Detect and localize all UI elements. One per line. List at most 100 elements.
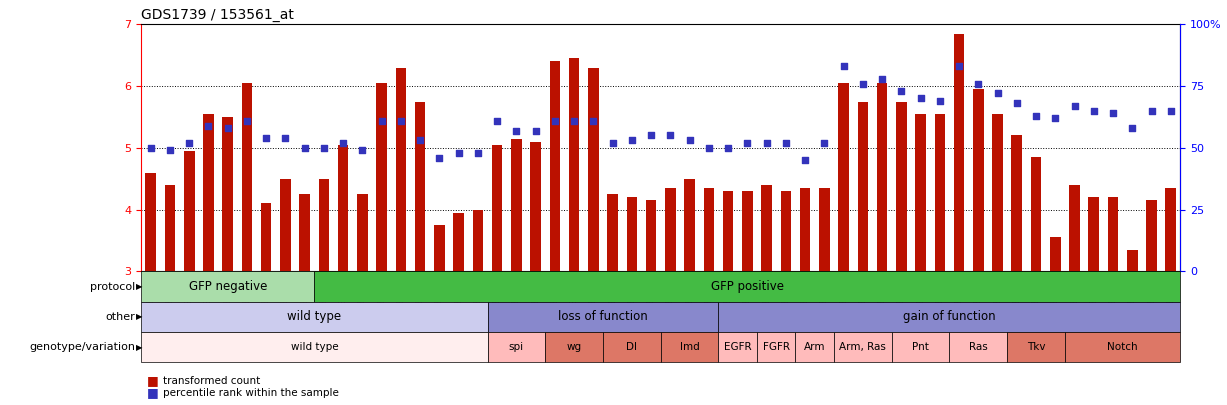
Point — [429, 154, 449, 161]
Bar — [761, 185, 772, 271]
Bar — [993, 114, 1002, 271]
Bar — [222, 117, 233, 271]
Bar — [550, 61, 561, 271]
Point — [487, 117, 507, 124]
Bar — [434, 225, 444, 271]
Point — [526, 127, 546, 134]
Text: wild type: wild type — [291, 342, 339, 352]
Point — [161, 147, 180, 153]
Point — [757, 140, 777, 146]
Bar — [280, 179, 291, 271]
Point — [218, 125, 238, 131]
Text: GDS1739 / 153561_at: GDS1739 / 153561_at — [141, 8, 294, 22]
Point — [276, 135, 296, 141]
Text: Pnt: Pnt — [912, 342, 929, 352]
Point — [199, 122, 218, 129]
Bar — [685, 179, 694, 271]
Text: EGFR: EGFR — [724, 342, 751, 352]
Text: transformed count: transformed count — [163, 376, 260, 386]
Bar — [820, 188, 829, 271]
Bar — [665, 188, 676, 271]
Bar — [588, 68, 599, 271]
Point — [237, 117, 256, 124]
Point — [930, 98, 950, 104]
Point — [968, 80, 988, 87]
Point — [1065, 102, 1085, 109]
Bar — [627, 197, 637, 271]
Bar — [645, 200, 656, 271]
Point — [1007, 100, 1027, 107]
Point — [872, 75, 892, 82]
Bar — [453, 213, 464, 271]
Text: ▶: ▶ — [136, 343, 142, 352]
Point — [179, 140, 199, 146]
Point — [622, 137, 642, 144]
Bar — [935, 114, 945, 271]
Text: ▶: ▶ — [136, 312, 142, 322]
Bar — [261, 203, 271, 271]
Bar — [319, 179, 329, 271]
Text: ▶: ▶ — [136, 282, 142, 291]
Text: ■: ■ — [147, 374, 160, 387]
Bar — [146, 173, 156, 271]
Point — [718, 145, 737, 151]
Bar — [1069, 185, 1080, 271]
Point — [1123, 125, 1142, 131]
Text: wg: wg — [567, 342, 582, 352]
Point — [372, 117, 391, 124]
Point — [660, 132, 680, 139]
Point — [1161, 108, 1180, 114]
Bar — [1126, 250, 1137, 271]
Bar — [780, 191, 791, 271]
Text: Arm: Arm — [804, 342, 826, 352]
Point — [680, 137, 699, 144]
Point — [1026, 113, 1045, 119]
Point — [141, 145, 161, 151]
Text: spi: spi — [509, 342, 524, 352]
Text: Notch: Notch — [1107, 342, 1137, 352]
Bar — [530, 142, 541, 271]
Point — [1045, 115, 1065, 122]
Point — [334, 140, 353, 146]
Point — [584, 117, 604, 124]
Text: loss of function: loss of function — [558, 310, 648, 324]
Bar — [1166, 188, 1175, 271]
Bar — [838, 83, 849, 271]
Bar — [1108, 197, 1118, 271]
Point — [467, 149, 487, 156]
Bar — [184, 151, 195, 271]
Bar — [1050, 237, 1060, 271]
Bar — [569, 58, 579, 271]
Point — [314, 145, 334, 151]
Point — [815, 140, 834, 146]
Point — [910, 95, 930, 102]
Point — [699, 145, 719, 151]
Point — [352, 147, 372, 153]
Bar — [395, 68, 406, 271]
Text: protocol: protocol — [90, 281, 135, 292]
Point — [795, 157, 815, 164]
Bar — [1031, 157, 1042, 271]
Point — [853, 80, 872, 87]
Point — [564, 117, 584, 124]
Text: GFP negative: GFP negative — [189, 280, 267, 293]
Point — [775, 140, 795, 146]
Bar — [896, 102, 907, 271]
Point — [1083, 108, 1103, 114]
Text: Arm, Ras: Arm, Ras — [839, 342, 886, 352]
Bar — [858, 102, 869, 271]
Bar — [703, 188, 714, 271]
Text: ■: ■ — [147, 386, 160, 399]
Bar — [337, 145, 348, 271]
Bar — [973, 89, 984, 271]
Text: other: other — [106, 312, 135, 322]
Point — [545, 117, 564, 124]
Bar — [512, 139, 521, 271]
Bar — [742, 191, 752, 271]
Bar — [357, 194, 368, 271]
Point — [294, 145, 314, 151]
Text: Dl: Dl — [626, 342, 637, 352]
Point — [950, 63, 969, 70]
Text: Ras: Ras — [969, 342, 988, 352]
Point — [892, 88, 912, 94]
